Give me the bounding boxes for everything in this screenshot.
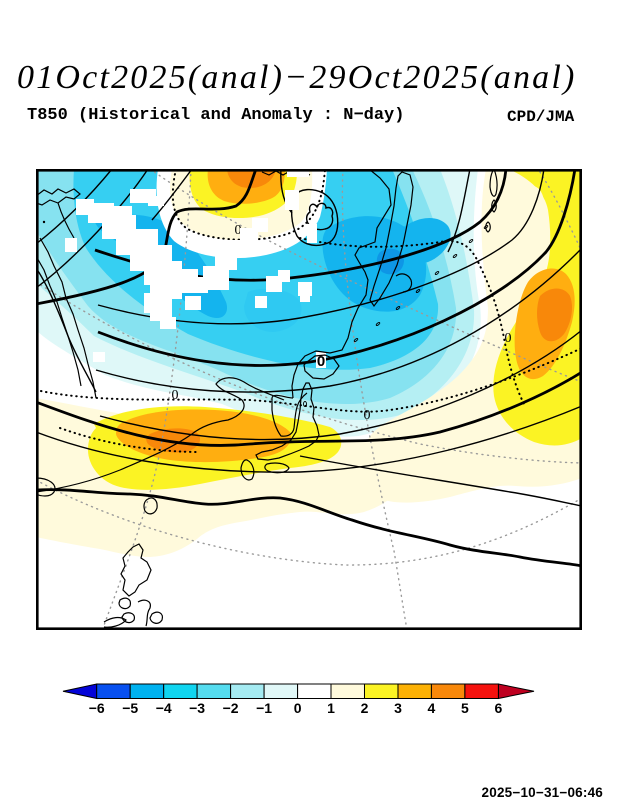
svg-text:0: 0 (235, 223, 242, 238)
svg-text:3: 3 (394, 700, 402, 716)
svg-text:2025−10−31−06:46: 2025−10−31−06:46 (482, 785, 604, 800)
svg-text:1: 1 (327, 700, 335, 716)
svg-text:−5: −5 (122, 700, 138, 716)
svg-text:0: 0 (294, 700, 302, 716)
svg-text:5: 5 (461, 700, 469, 716)
svg-text:−3: −3 (189, 700, 205, 716)
svg-text:0: 0 (505, 331, 512, 346)
svg-text:01Oct2025(anal)−29Oct2025(anal: 01Oct2025(anal)−29Oct2025(anal) (17, 59, 577, 96)
svg-text:CPD/JMA: CPD/JMA (507, 108, 575, 126)
svg-text:−4: −4 (156, 700, 172, 716)
svg-text:−6: −6 (89, 700, 105, 716)
svg-text:0: 0 (364, 408, 371, 423)
svg-text:T850 (Historical and Anomaly :: T850 (Historical and Anomaly : N−day) (27, 106, 404, 125)
svg-text:−2: −2 (223, 700, 239, 716)
svg-text:6: 6 (495, 700, 503, 716)
svg-text:0: 0 (172, 388, 179, 403)
svg-text:4: 4 (428, 700, 436, 716)
svg-text:2: 2 (361, 700, 369, 716)
svg-text:0: 0 (317, 353, 325, 370)
svg-text:−1: −1 (256, 700, 272, 716)
